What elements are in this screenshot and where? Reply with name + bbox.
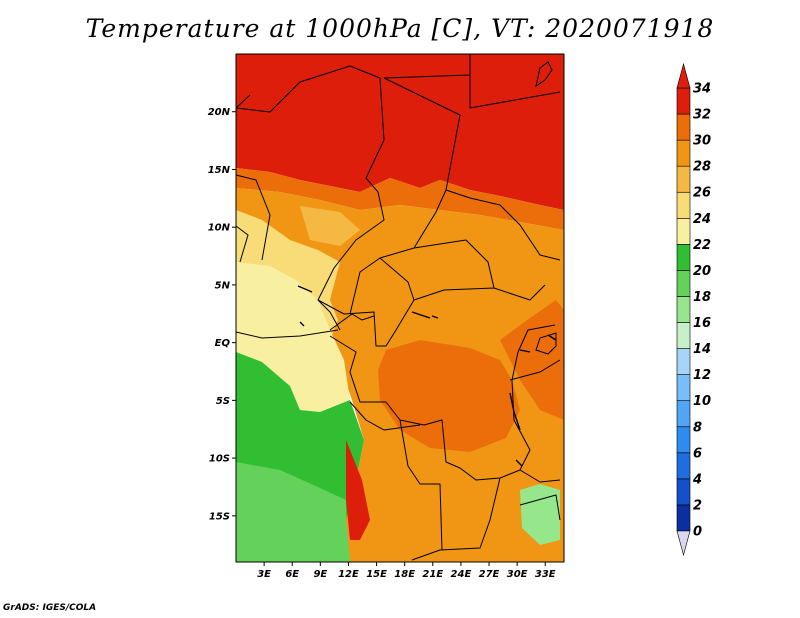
- lon-tick-label: 21E: [422, 569, 443, 580]
- chart-title: Temperature at 1000hPa [C], VT: 20200719…: [85, 14, 715, 43]
- lon-tick-label: 6E: [285, 569, 299, 580]
- temperature-region-lake-green: [520, 484, 560, 545]
- colorbar-bin: [676, 374, 691, 402]
- colorbar-level-label: 6: [693, 446, 702, 461]
- temperature-region-ocean-light-green: [236, 462, 350, 562]
- colorbar-bin: [676, 113, 691, 141]
- longitude-axis: 3E 6E 9E 12E 15E 18E 21E 24E 27E 30E 33E: [257, 562, 556, 580]
- lon-tick-label: 18E: [394, 569, 415, 580]
- colorbar-level-label: 4: [692, 472, 702, 487]
- lon-tick-label: 12E: [338, 569, 359, 580]
- colorbar-bin: [676, 426, 691, 454]
- latitude-axis: 20N 15N 10N 5N EQ 5S 10S 15S: [208, 107, 236, 522]
- colorbar-bin: [676, 504, 691, 532]
- lat-tick-label: 15S: [209, 511, 230, 522]
- colorbar-bin: [676, 191, 691, 219]
- colorbar-level-label: 8: [693, 420, 702, 435]
- lat-tick-label: EQ: [215, 338, 231, 349]
- colorbar-bin: [676, 322, 691, 349]
- colorbar-level-label: 32: [693, 108, 711, 123]
- map-plot: 20N 15N 10N 5N EQ 5S 10S 15S 3E 6E 9E 12E 15E 18E 21E…: [208, 53, 565, 580]
- colorbar-level-label: 26: [693, 186, 711, 201]
- temperature-region-sahel-band: [236, 168, 564, 230]
- lon-tick-label: 33E: [535, 569, 556, 580]
- lon-tick-label: 27E: [479, 569, 500, 580]
- map-frame: [235, 53, 565, 563]
- colorbar-bin: [676, 217, 691, 245]
- colorbar-bin: [676, 296, 691, 323]
- colorbar-under-arrow: [676, 530, 691, 557]
- lat-tick-label: 20N: [208, 107, 231, 118]
- colorbar-level-label: 20: [693, 264, 711, 279]
- colorbar-level-label: 30: [693, 134, 711, 149]
- temperature-region-east-hot: [500, 300, 564, 420]
- colorbar-level-label: 22: [693, 238, 711, 253]
- colorbar-over-arrow: [676, 62, 691, 89]
- colorbar-level-label: 14: [693, 342, 711, 357]
- colorbar-bin: [676, 139, 691, 167]
- lon-tick-label: 24E: [451, 569, 472, 580]
- software-credit: GrADS: IGES/COLA: [3, 603, 97, 613]
- colorbar-level-label: 0: [693, 525, 702, 540]
- colorbar-level-label: 16: [693, 316, 711, 331]
- country-borders: [235, 54, 561, 561]
- colorbar-bin: [676, 478, 691, 506]
- lat-tick-label: 15N: [208, 165, 231, 176]
- colorbar-level-label: 18: [693, 290, 711, 305]
- colorbar-level-label: 12: [693, 368, 711, 383]
- colorbar-bin: [676, 348, 691, 375]
- colorbar-level-label: 24: [693, 212, 711, 227]
- lon-tick-label: 9E: [313, 569, 327, 580]
- colorbar-bin: [676, 270, 691, 297]
- colorbar-bin: [676, 400, 691, 428]
- lat-tick-label: 5S: [216, 396, 230, 407]
- colorbar-level-label: 2: [693, 498, 702, 513]
- lat-tick-label: 5N: [215, 280, 231, 291]
- lat-tick-label: 10N: [208, 223, 231, 234]
- colorbar-level-label: 10: [693, 394, 711, 409]
- lon-tick-label: 3E: [257, 569, 271, 580]
- temperature-region-north-hot: [236, 54, 564, 210]
- colorbar-bin: [676, 87, 691, 115]
- colorbar-bin: [676, 165, 691, 193]
- temperature-region-mid-band: [300, 206, 360, 246]
- lon-tick-label: 30E: [507, 569, 528, 580]
- colorbar-bin: [676, 452, 691, 480]
- temperature-region-basin-hot: [378, 340, 520, 452]
- colorbar-level-label: 28: [693, 160, 711, 175]
- temperature-region-coastal-pale: [236, 262, 350, 412]
- lat-tick-label: 10S: [209, 454, 230, 465]
- temperature-region-coastal-hot: [346, 440, 370, 540]
- lon-tick-label: 15E: [366, 569, 387, 580]
- colorbar-level-label: 34: [693, 82, 711, 97]
- colorbar-bin: [676, 244, 691, 271]
